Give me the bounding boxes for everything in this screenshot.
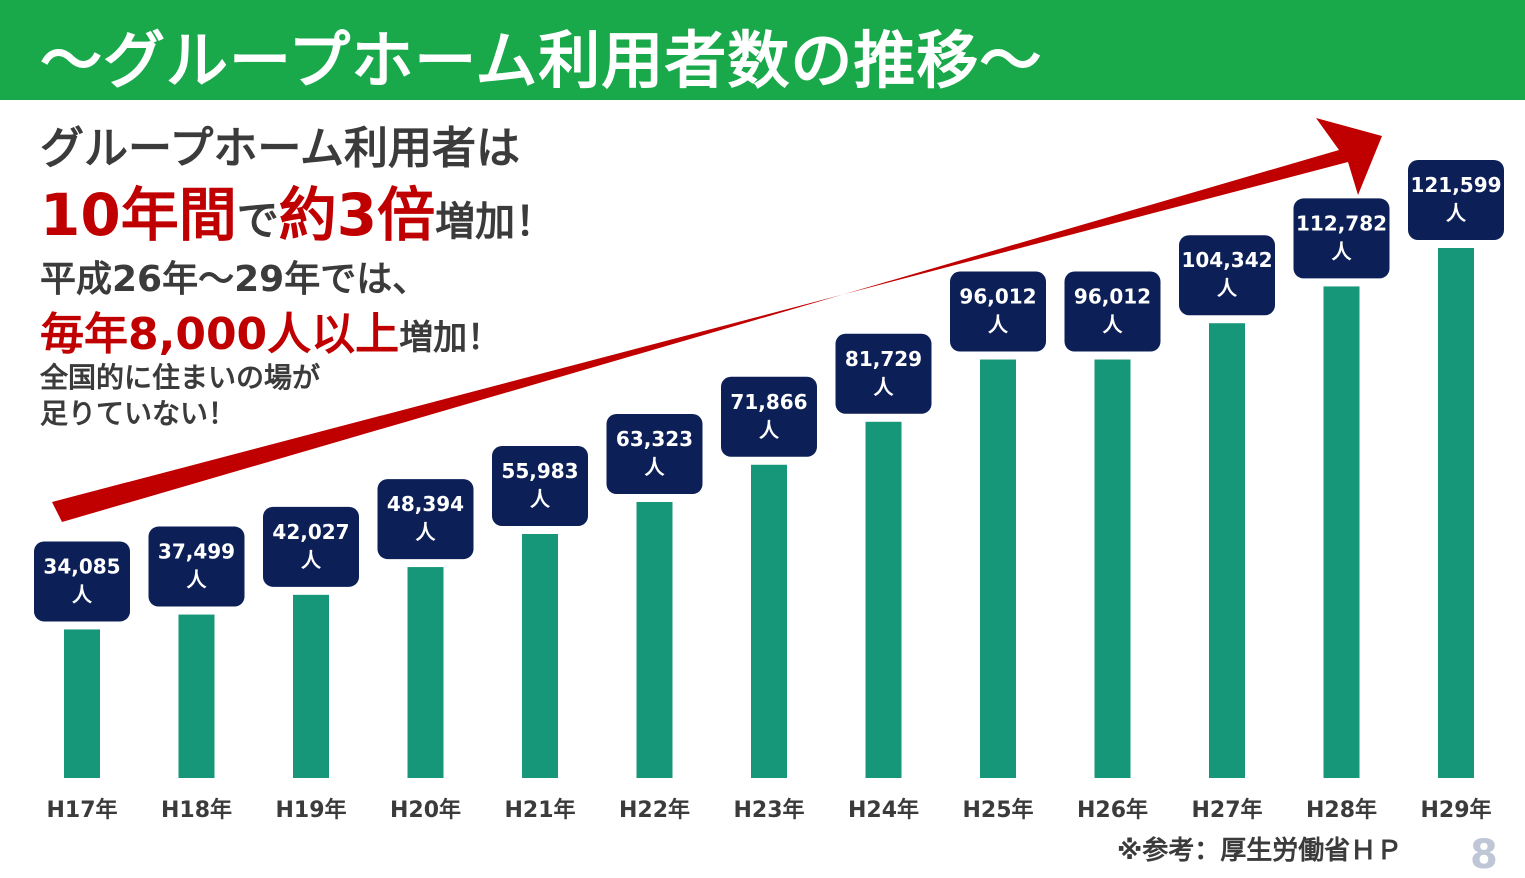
value-label-number: 55,983 xyxy=(501,459,578,483)
value-label-number: 104,342 xyxy=(1181,248,1272,272)
value-label-H27年: 104,342 人 xyxy=(1179,235,1275,316)
page-title: ～グループホーム利用者数の推移～ xyxy=(40,24,1043,97)
bar-H28年 xyxy=(1323,286,1360,778)
headline-line-1: グループホーム利用者は xyxy=(40,123,521,174)
value-label-unit: 人 xyxy=(301,548,322,572)
value-label-box xyxy=(377,479,474,560)
trend-arrow xyxy=(52,118,1382,522)
increase-text: 増加！ xyxy=(435,199,556,245)
source-note: ※参考：厚生労働省ＨＰ xyxy=(1117,836,1403,866)
value-label-unit: 人 xyxy=(988,313,1009,337)
value-label-box xyxy=(492,445,588,526)
annual-increase-line: 毎年8,000人以上増加！ xyxy=(40,298,501,362)
bar-H19年 xyxy=(293,594,329,778)
bar-H21年 xyxy=(522,533,558,778)
value-label-H18年: 37,499 人 xyxy=(148,526,245,607)
value-label-H19年: 42,027 人 xyxy=(263,506,359,587)
value-label-box xyxy=(721,376,817,457)
value-label-number: 71,866 xyxy=(730,390,807,414)
x-tick-label: H22年 xyxy=(619,797,690,823)
value-label-unit: 人 xyxy=(187,568,208,592)
bar-H25年 xyxy=(980,359,1016,778)
bar-H17年 xyxy=(64,629,100,778)
value-label-box xyxy=(1293,198,1390,279)
value-label-box xyxy=(263,506,359,587)
value-label-unit: 人 xyxy=(72,582,93,606)
bar-H23年 xyxy=(751,464,787,778)
highlight-annual-increase: 毎年8,000人以上 xyxy=(40,309,400,360)
value-label-number: 34,085 xyxy=(43,554,120,578)
value-label-number: 42,027 xyxy=(272,520,349,544)
value-label-unit: 人 xyxy=(1446,201,1467,225)
bar-H26年 xyxy=(1094,359,1131,778)
value-label-unit: 人 xyxy=(530,487,551,511)
shortage-line-1: 全国的に住まいの場が xyxy=(40,361,321,394)
value-label-box xyxy=(835,333,932,414)
x-tick-label: H25年 xyxy=(962,797,1033,823)
value-label-number: 81,729 xyxy=(845,347,922,371)
highlight-ten-years: 10年間 xyxy=(40,181,237,249)
value-label-unit: 人 xyxy=(1217,276,1238,300)
x-tick-label: H29年 xyxy=(1420,797,1491,823)
value-label-H28年: 112,782 人 xyxy=(1293,198,1390,279)
value-label-number: 96,012 xyxy=(1074,285,1151,309)
value-label-number: 121,599 xyxy=(1410,173,1501,197)
headline-line-2: 10年間で約3倍増加！ xyxy=(40,168,555,252)
x-tick-label: H23年 xyxy=(733,797,804,823)
value-label-box xyxy=(1064,271,1161,352)
bar-H18年 xyxy=(178,614,215,778)
bars-layer: H17年 H18年 H19年 H20年 H21年 H22年 H23年 H24年 H25年 H26年… xyxy=(46,248,1492,823)
value-label-number: 63,323 xyxy=(616,427,693,451)
bar-H29年 xyxy=(1438,248,1474,778)
value-label-number: 96,012 xyxy=(959,285,1036,309)
value-label-unit: 人 xyxy=(416,520,437,544)
x-tick-label: H28年 xyxy=(1306,797,1377,823)
value-label-H25年: 96,012 人 xyxy=(950,271,1046,352)
x-tick-label: H19年 xyxy=(275,797,346,823)
page-number: 8 xyxy=(1470,832,1498,878)
x-tick-label: H27年 xyxy=(1191,797,1262,823)
value-label-unit: 人 xyxy=(759,418,780,442)
value-label-H20年: 48,394 人 xyxy=(377,479,474,560)
value-label-box xyxy=(34,541,130,622)
value-label-number: 112,782 xyxy=(1296,211,1387,235)
value-label-box xyxy=(1408,160,1504,240)
value-label-box xyxy=(950,271,1046,352)
x-tick-label: H17年 xyxy=(46,797,117,823)
value-label-number: 48,394 xyxy=(387,492,464,516)
x-tick-label: H20年 xyxy=(390,797,461,823)
value-label-H21年: 55,983 人 xyxy=(492,445,588,526)
value-label-unit: 人 xyxy=(1103,313,1124,337)
value-label-unit: 人 xyxy=(874,375,895,399)
value-label-H17年: 34,085 人 xyxy=(34,541,130,622)
value-label-unit: 人 xyxy=(645,455,666,479)
bar-H24年 xyxy=(865,421,902,778)
shortage-line-2: 足りていない！ xyxy=(40,397,237,430)
value-label-unit: 人 xyxy=(1332,239,1353,263)
x-tick-label: H26年 xyxy=(1077,797,1148,823)
value-label-H26年: 96,012 人 xyxy=(1064,271,1161,352)
value-label-H23年: 71,866 人 xyxy=(721,376,817,457)
bar-H27年 xyxy=(1209,323,1245,778)
connector-de: で xyxy=(236,196,279,245)
value-label-box xyxy=(606,414,703,495)
bar-H22年 xyxy=(636,502,673,778)
value-label-number: 37,499 xyxy=(158,540,235,564)
increase-text-2: 増加！ xyxy=(399,318,502,358)
value-label-box xyxy=(1179,235,1275,316)
value-label-H22年: 63,323 人 xyxy=(606,414,703,495)
bar-H20年 xyxy=(407,567,444,778)
header-bar: ～グループホーム利用者数の推移～ xyxy=(0,0,1525,100)
x-tick-label: H21年 xyxy=(504,797,575,823)
highlight-three-times: 約3倍 xyxy=(278,181,436,249)
period-text: 平成26年～29年では、 xyxy=(40,259,429,300)
value-labels-layer: 34,085人37,499人42,027人48,394人55,983人63,32… xyxy=(34,160,1504,622)
value-label-H29年: 121,599 人 xyxy=(1408,160,1504,240)
value-label-box xyxy=(148,526,245,607)
x-tick-label: H24年 xyxy=(848,797,919,823)
x-tick-label: H18年 xyxy=(161,797,232,823)
value-label-H24年: 81,729 人 xyxy=(835,333,932,414)
